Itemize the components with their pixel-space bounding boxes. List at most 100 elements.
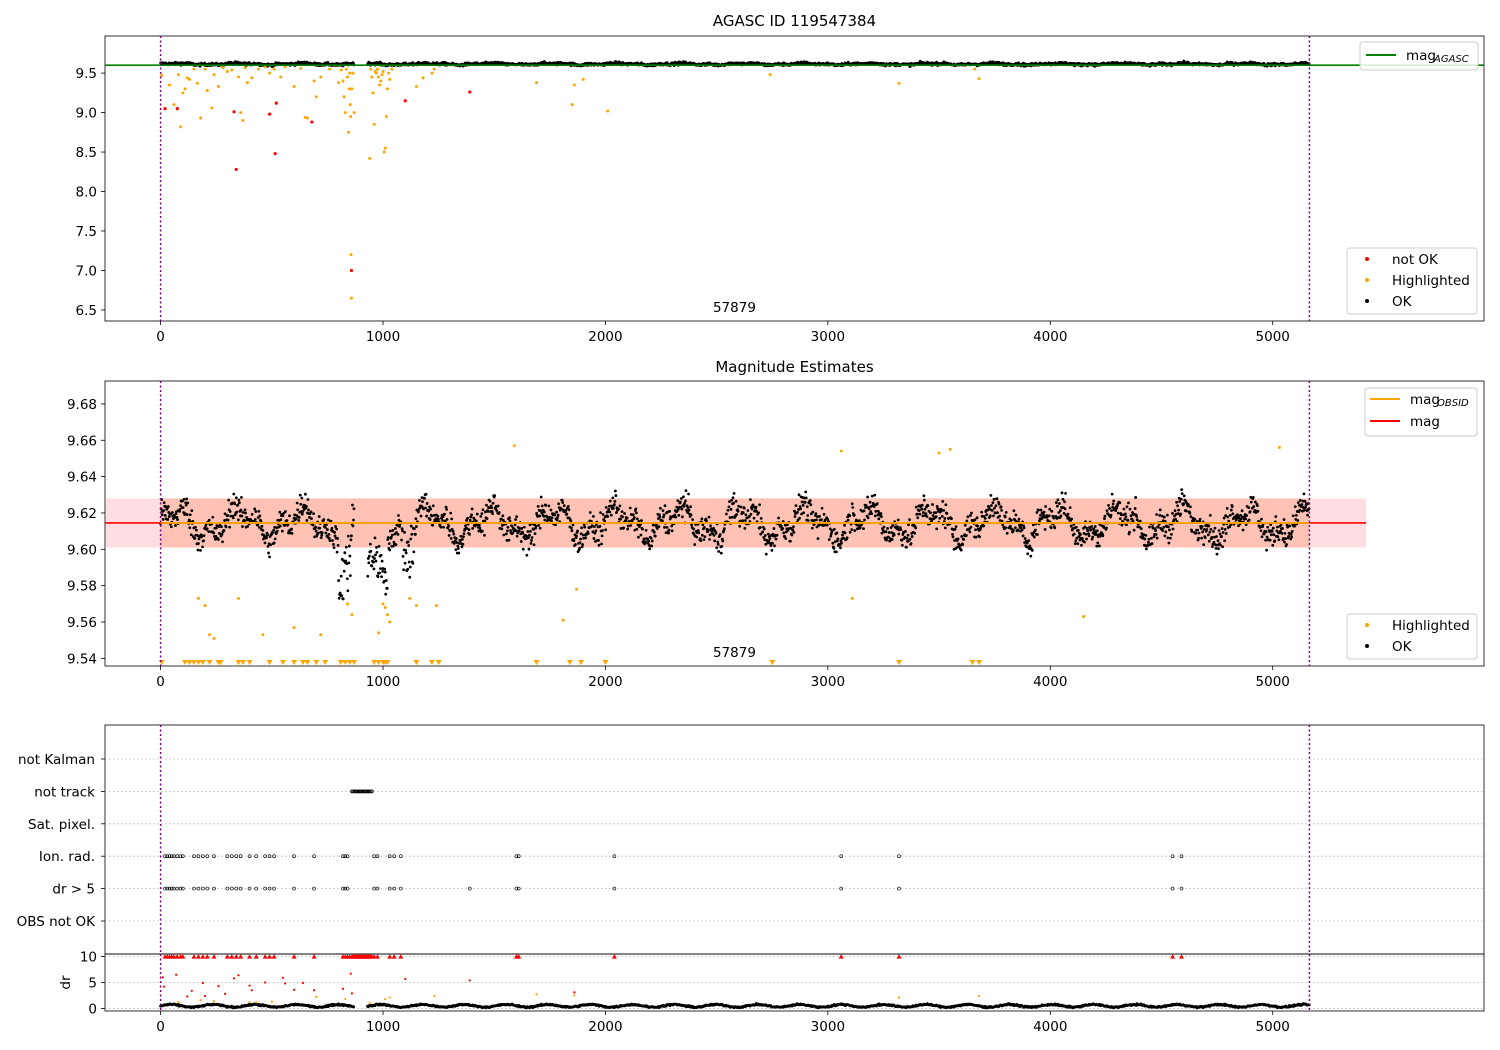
highlighted-below-range-marker <box>299 660 306 665</box>
ok-point <box>980 514 984 518</box>
ok-point <box>241 511 245 514</box>
ok-point <box>375 550 379 554</box>
ok-point <box>889 526 893 529</box>
ok-point <box>1074 539 1078 543</box>
ok-point <box>905 545 908 549</box>
ok-point <box>606 515 610 518</box>
ok-point <box>1146 543 1150 547</box>
ok-point <box>650 539 654 543</box>
ok-point <box>376 575 380 579</box>
ok-point <box>693 543 697 546</box>
ok-point <box>480 512 484 516</box>
ok-point <box>732 491 736 495</box>
not-ok-point <box>403 99 407 103</box>
ok-point <box>1061 497 1065 501</box>
ok-point <box>1155 513 1159 516</box>
ok-point <box>537 524 541 527</box>
ok-point <box>268 555 271 559</box>
flag-marker <box>234 886 239 891</box>
x-tick-label: 5000 <box>1256 329 1290 345</box>
ok-point <box>1158 508 1162 512</box>
highlighted-point <box>414 85 418 89</box>
ok-point <box>491 501 495 505</box>
ok-point <box>1120 523 1124 527</box>
ok-point <box>777 516 780 520</box>
flag-markers <box>163 854 1184 859</box>
ok-point <box>1031 523 1035 527</box>
highlighted-point <box>243 66 247 70</box>
ok-point <box>775 533 779 537</box>
ok-point <box>743 519 747 522</box>
ok-point <box>318 526 322 530</box>
ok-point <box>906 533 910 537</box>
ok-point <box>1133 507 1137 510</box>
ok-point <box>1260 517 1263 521</box>
ok-point <box>1217 547 1220 551</box>
ok-point <box>529 529 532 533</box>
ok-point <box>480 529 484 533</box>
ok-point <box>870 512 874 516</box>
highlighted-point <box>225 70 229 74</box>
ok-point <box>917 509 921 513</box>
ok-point <box>1256 509 1260 513</box>
highlighted-point <box>372 122 376 126</box>
ok-point <box>1115 506 1119 510</box>
ok-point <box>829 532 833 536</box>
highlighted-point <box>160 73 164 77</box>
flag-marker <box>363 789 368 794</box>
ok-point <box>953 539 956 542</box>
ok-point <box>845 536 849 540</box>
ok-point <box>381 569 385 573</box>
ok-point <box>1147 540 1150 544</box>
ok-point <box>910 535 914 538</box>
ok-point <box>908 518 911 522</box>
ok-point <box>380 575 384 579</box>
ok-point <box>1063 507 1067 511</box>
flag-marker <box>175 886 180 891</box>
ok-point <box>649 536 653 540</box>
ok-point <box>1144 533 1148 537</box>
ok-point <box>525 553 529 557</box>
ok-point <box>1182 494 1186 498</box>
ok-point <box>664 531 668 535</box>
flag-marker <box>897 886 901 891</box>
ok-point <box>872 505 876 508</box>
ok-point <box>383 570 387 574</box>
ok-point <box>884 530 888 534</box>
ok-point <box>839 546 842 550</box>
ok-point <box>796 510 799 514</box>
ok-point <box>285 519 289 522</box>
ok-point <box>1243 515 1247 519</box>
ok-point <box>1279 523 1283 527</box>
ok-point <box>385 586 389 590</box>
highlighted-point <box>210 106 214 110</box>
highlighted-point <box>348 103 352 107</box>
ok-point <box>667 531 670 535</box>
ok-point <box>897 532 901 536</box>
ok-point <box>1111 505 1115 509</box>
ok-point <box>954 547 957 550</box>
highlighted-below-range-marker <box>266 660 273 665</box>
ok-point <box>1249 500 1253 504</box>
ok-point <box>762 527 766 531</box>
flag-marker <box>167 886 172 891</box>
ok-point <box>1193 517 1197 521</box>
ok-point <box>673 513 677 517</box>
ok-point <box>707 515 711 519</box>
ok-point <box>400 527 404 531</box>
ok-point <box>792 525 795 529</box>
ok-point <box>621 515 624 519</box>
y-tick-label: 7.0 <box>76 263 97 279</box>
ok-point <box>1161 529 1165 532</box>
ok-point <box>1207 524 1211 528</box>
highlighted-point <box>368 156 372 160</box>
ok-point <box>654 523 658 527</box>
ok-point <box>316 531 320 535</box>
ok-point <box>676 499 680 503</box>
ok-point <box>661 509 665 513</box>
ok-point <box>1213 526 1217 530</box>
ok-point <box>1150 536 1153 540</box>
highlighted-point <box>512 444 516 448</box>
ok-point <box>900 538 904 542</box>
not-ok-point <box>234 167 238 172</box>
